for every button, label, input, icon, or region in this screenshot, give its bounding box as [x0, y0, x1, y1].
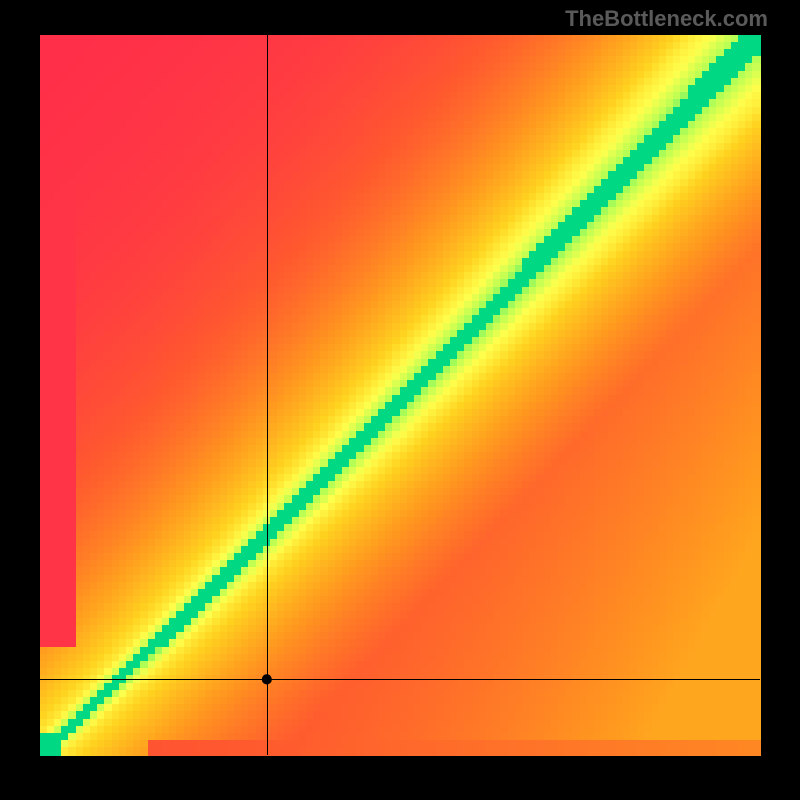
- bottleneck-heatmap: [0, 0, 800, 800]
- chart-container: { "watermark": { "text": "TheBottleneck.…: [0, 0, 800, 800]
- watermark-text: TheBottleneck.com: [565, 6, 768, 32]
